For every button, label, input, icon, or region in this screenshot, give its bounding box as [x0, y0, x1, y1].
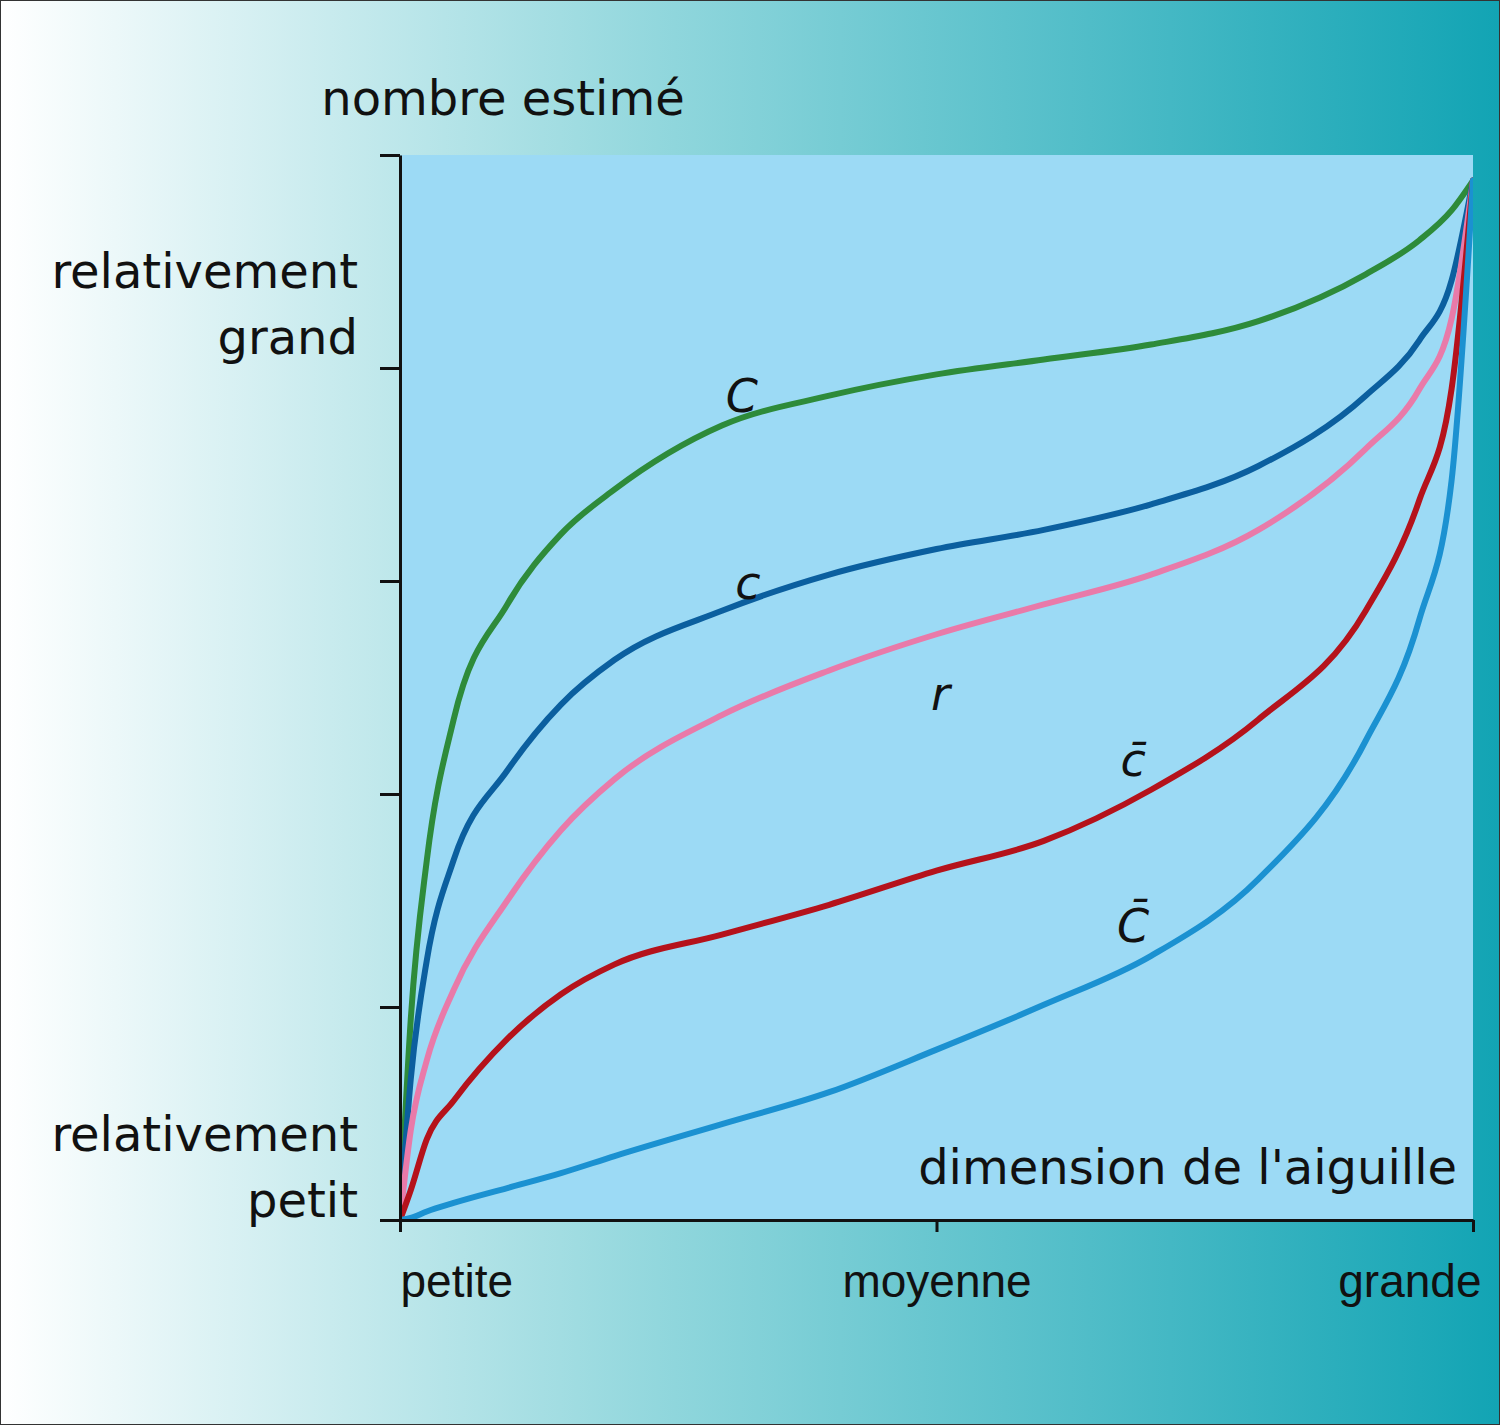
x-tick: grande: [1338, 1220, 1481, 1307]
series-line: [400, 181, 1473, 1220]
y-tick-mark: [380, 793, 400, 796]
y-axis-title: nombre estimé: [321, 70, 684, 126]
chart: Cc r c̄ C̄ petite moyenne grande nombre estimé d…: [0, 0, 1500, 1425]
annotation: relativementpetit: [51, 1106, 358, 1228]
series-label: c̄: [1120, 733, 1146, 787]
y-tick: [380, 368, 400, 369]
x-tick: petite: [401, 1220, 514, 1307]
plot-background: [400, 155, 1473, 1220]
page-background: [0, 0, 1500, 1425]
series-line: [400, 181, 1473, 1220]
y-tick: [380, 794, 400, 795]
x-tick-mark: [1472, 1220, 1475, 1232]
x-tick-label: petite: [401, 1255, 514, 1307]
x-tick-mark: [936, 1220, 939, 1232]
y-axis: [380, 156, 401, 1221]
x-tick-mark: [399, 1220, 402, 1232]
plot-area: [400, 181, 1473, 1220]
y-tick: [380, 1007, 400, 1008]
y-tick-mark: [380, 1219, 400, 1222]
x-axis-title: dimension de l'aiguille: [918, 1139, 1457, 1195]
series-line: [400, 181, 1473, 1220]
series-label: r: [931, 667, 953, 721]
x-tick-label: moyenne: [842, 1255, 1031, 1307]
y-tick-mark: [380, 154, 400, 157]
y-tick: [380, 155, 400, 156]
y-tick-mark: [380, 1006, 400, 1009]
x-tick: moyenne: [842, 1220, 1031, 1307]
series-label: C: [726, 369, 758, 423]
y-tick-mark: [380, 580, 400, 583]
series-label: c: [735, 556, 760, 610]
series-line: [400, 181, 1473, 1220]
y-tick: [380, 581, 400, 582]
annotation: relativementgrand: [51, 243, 358, 365]
x-tick-label: grande: [1338, 1255, 1481, 1307]
series-label: C̄: [1117, 899, 1149, 953]
y-axis-line: [399, 156, 402, 1221]
x-axis: petite moyenne grande: [401, 1220, 1482, 1307]
y-tick-mark: [380, 367, 400, 370]
y-tick: [380, 1220, 400, 1221]
series-line: [400, 181, 1473, 1220]
